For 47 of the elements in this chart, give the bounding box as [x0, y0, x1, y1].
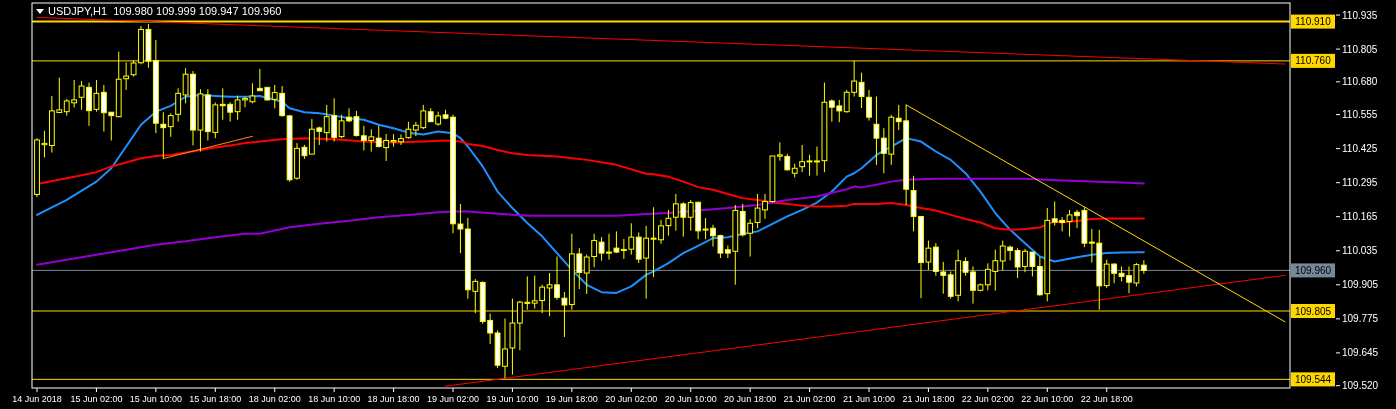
candlestick — [799, 144, 806, 173]
candlestick — [167, 112, 174, 138]
x-tick-label: 15 Jun 02:00 — [70, 394, 123, 404]
y-tick-label: 110.555 — [1342, 109, 1378, 121]
x-tick-label: 15 Jun 18:00 — [189, 394, 242, 404]
y-tick-label: 110.165 — [1342, 211, 1378, 223]
y-tick-label: 110.680 — [1342, 76, 1378, 88]
y-tick-label: 109.645 — [1342, 347, 1379, 359]
candlestick — [175, 87, 182, 123]
x-tick-label: 20 Jun 18:00 — [724, 394, 777, 404]
x-tick-label: 20 Jun 02:00 — [605, 394, 658, 404]
y-tick-label: 109.520 — [1342, 380, 1379, 392]
chart-title: USDJPY,H1 109.980 109.999 109.947 109.960 — [48, 5, 282, 17]
candlestick — [160, 111, 167, 160]
ref-line-label: 110.910 — [1295, 16, 1332, 28]
y-tick-label: 109.775 — [1342, 313, 1379, 325]
x-tick-label: 22 Jun 10:00 — [1021, 394, 1074, 404]
x-tick-label: 21 Jun 18:00 — [902, 394, 955, 404]
ref-line-label: 109.960 — [1294, 264, 1332, 276]
x-tick-label: 19 Jun 02:00 — [426, 394, 480, 404]
candlestick — [123, 61, 130, 91]
y-tick-label: 110.425 — [1342, 143, 1378, 155]
line-series — [36, 177, 1145, 266]
y-tick-label: 110.035 — [1342, 245, 1378, 257]
y-tick-label: 110.935 — [1342, 9, 1378, 21]
x-tick-label: 19 Jun 18:00 — [545, 394, 598, 404]
candlestick — [561, 291, 568, 338]
ref-line-label: 109.805 — [1294, 305, 1332, 317]
x-tick-label: 18 Jun 02:00 — [248, 394, 301, 404]
y-tick-label: 109.905 — [1342, 279, 1379, 291]
y-tick-label: 110.805 — [1342, 43, 1378, 55]
x-tick-label: 20 Jun 10:00 — [664, 394, 717, 404]
y-tick-label: 110.295 — [1342, 177, 1378, 189]
candlestick — [858, 72, 865, 109]
x-tick-label: 18 Jun 10:00 — [308, 394, 361, 404]
x-tick-label: 22 Jun 18:00 — [1080, 394, 1133, 404]
x-tick-label: 18 Jun 18:00 — [367, 394, 420, 404]
x-tick-label: 21 Jun 10:00 — [842, 394, 896, 404]
x-tick-label: 15 Jun 10:00 — [129, 394, 182, 404]
ref-line-label: 109.544 — [1294, 373, 1332, 385]
x-tick-label: 14 Jun 2018 — [12, 394, 62, 404]
candlestick — [866, 89, 872, 122]
ref-line-label: 110.760 — [1295, 55, 1332, 67]
x-tick-label: 21 Jun 02:00 — [783, 394, 836, 404]
x-tick-label: 19 Jun 10:00 — [486, 394, 539, 404]
candlestick — [873, 96, 880, 166]
x-tick-label: 22 Jun 02:00 — [961, 394, 1014, 404]
